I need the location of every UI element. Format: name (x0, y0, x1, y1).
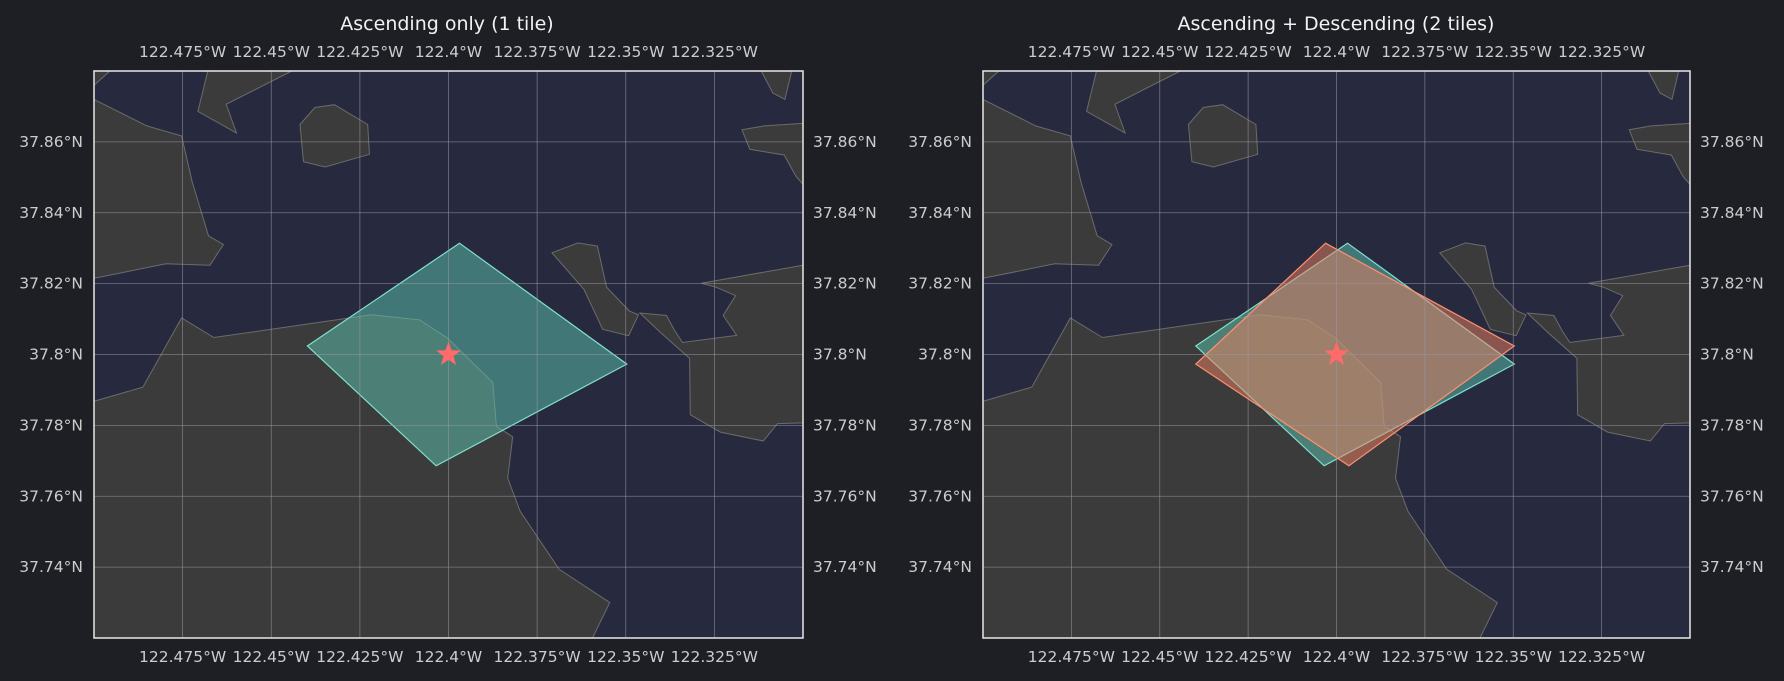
y-tick-label-left: 37.78°N (908, 416, 972, 434)
x-tick-label-top: 122.4°W (1303, 43, 1370, 61)
land-polygon (983, 98, 1113, 279)
y-tick-label-right: 37.78°N (813, 416, 877, 434)
x-tick-label-top: 122.425°W (1205, 43, 1292, 61)
y-tick-label-right: 37.84°N (1700, 204, 1764, 222)
y-tick-label-right: 37.76°N (1700, 487, 1764, 505)
land-polygon (1628, 122, 1690, 186)
land-polygon (94, 98, 225, 279)
y-tick-label-left: 37.78°N (19, 416, 83, 434)
target-star-icon (1324, 341, 1349, 365)
y-tick-label-right: 37.82°N (813, 275, 877, 293)
x-tick-label-top: 122.45°W (233, 43, 310, 61)
y-tick-label-right: 37.78°N (1700, 416, 1764, 434)
x-tick-label-bottom: 122.45°W (1121, 648, 1198, 666)
x-tick-label-top: 122.425°W (316, 43, 403, 61)
panel-title: Ascending only (1 tile) (340, 13, 553, 35)
y-tick-label-left: 37.86°N (908, 133, 972, 151)
y-tick-label-left: 37.86°N (19, 133, 83, 151)
x-tick-label-bottom: 122.425°W (1205, 648, 1292, 666)
x-tick-label-top: 122.35°W (1475, 43, 1552, 61)
y-tick-label-right: 37.76°N (813, 487, 877, 505)
land-polygon (760, 71, 793, 101)
x-tick-label-bottom: 122.4°W (415, 648, 482, 666)
map-frame (982, 70, 1691, 639)
y-tick-label-left: 37.74°N (908, 558, 972, 576)
map-frame (93, 70, 804, 639)
map-area (983, 71, 1690, 638)
x-tick-label-bottom: 122.325°W (1558, 648, 1645, 666)
y-tick-label-left: 37.84°N (908, 204, 972, 222)
x-tick-label-top: 122.35°W (587, 43, 664, 61)
x-tick-label-bottom: 122.375°W (1381, 648, 1468, 666)
x-tick-label-top: 122.325°W (1558, 43, 1645, 61)
y-tick-label-left: 37.8°N (918, 346, 972, 364)
land-polygon (1526, 264, 1690, 442)
y-tick-label-right: 37.8°N (1700, 346, 1754, 364)
land-polygon (983, 71, 1000, 86)
x-tick-label-bottom: 122.35°W (1475, 648, 1552, 666)
panel-title: Ascending + Descending (2 tiles) (1178, 13, 1495, 35)
y-tick-label-left: 37.76°N (908, 487, 972, 505)
x-tick-label-bottom: 122.425°W (316, 648, 403, 666)
x-tick-label-top: 122.475°W (1028, 43, 1115, 61)
land-polygon (1647, 71, 1680, 101)
target-star-icon (436, 341, 461, 365)
x-tick-label-bottom: 122.35°W (587, 648, 664, 666)
x-tick-label-bottom: 122.45°W (233, 648, 310, 666)
y-tick-label-right: 37.74°N (1700, 558, 1764, 576)
land-polygon (299, 104, 370, 168)
map-area (94, 71, 803, 638)
map-panel-ascending-descending: Ascending + Descending (2 tiles) 122.475… (908, 13, 1763, 666)
y-tick-label-right: 37.8°N (813, 346, 867, 364)
x-tick-label-top: 122.475°W (139, 43, 226, 61)
land-polygon (197, 71, 293, 135)
x-tick-label-top: 122.4°W (415, 43, 482, 61)
x-tick-label-bottom: 122.475°W (139, 648, 226, 666)
y-tick-label-right: 37.86°N (813, 133, 877, 151)
x-tick-label-bottom: 122.4°W (1303, 648, 1370, 666)
y-tick-label-left: 37.84°N (19, 204, 83, 222)
land-polygon (1187, 104, 1259, 168)
y-tick-label-left: 37.82°N (908, 275, 972, 293)
x-tick-label-bottom: 122.325°W (671, 648, 758, 666)
land-polygon (1438, 242, 1527, 337)
x-tick-label-bottom: 122.375°W (494, 648, 581, 666)
land-polygon (638, 264, 803, 442)
land-polygon (741, 122, 803, 186)
x-tick-label-top: 122.375°W (1381, 43, 1468, 61)
x-tick-label-top: 122.375°W (494, 43, 581, 61)
y-tick-label-left: 37.76°N (19, 487, 83, 505)
x-tick-label-top: 122.45°W (1121, 43, 1198, 61)
y-tick-label-left: 37.82°N (19, 275, 83, 293)
land-polygon (94, 71, 111, 86)
x-tick-label-bottom: 122.475°W (1028, 648, 1115, 666)
y-tick-label-left: 37.8°N (29, 346, 83, 364)
x-tick-label-top: 122.325°W (671, 43, 758, 61)
y-tick-label-right: 37.84°N (813, 204, 877, 222)
y-tick-label-right: 37.86°N (1700, 133, 1764, 151)
land-polygon (551, 242, 640, 337)
y-tick-label-left: 37.74°N (19, 558, 83, 576)
y-tick-label-right: 37.74°N (813, 558, 877, 576)
y-tick-label-right: 37.82°N (1700, 275, 1764, 293)
map-panel-ascending: Ascending only (1 tile) 122.475°W 122.475… (19, 13, 876, 666)
land-polygon (1086, 71, 1181, 135)
